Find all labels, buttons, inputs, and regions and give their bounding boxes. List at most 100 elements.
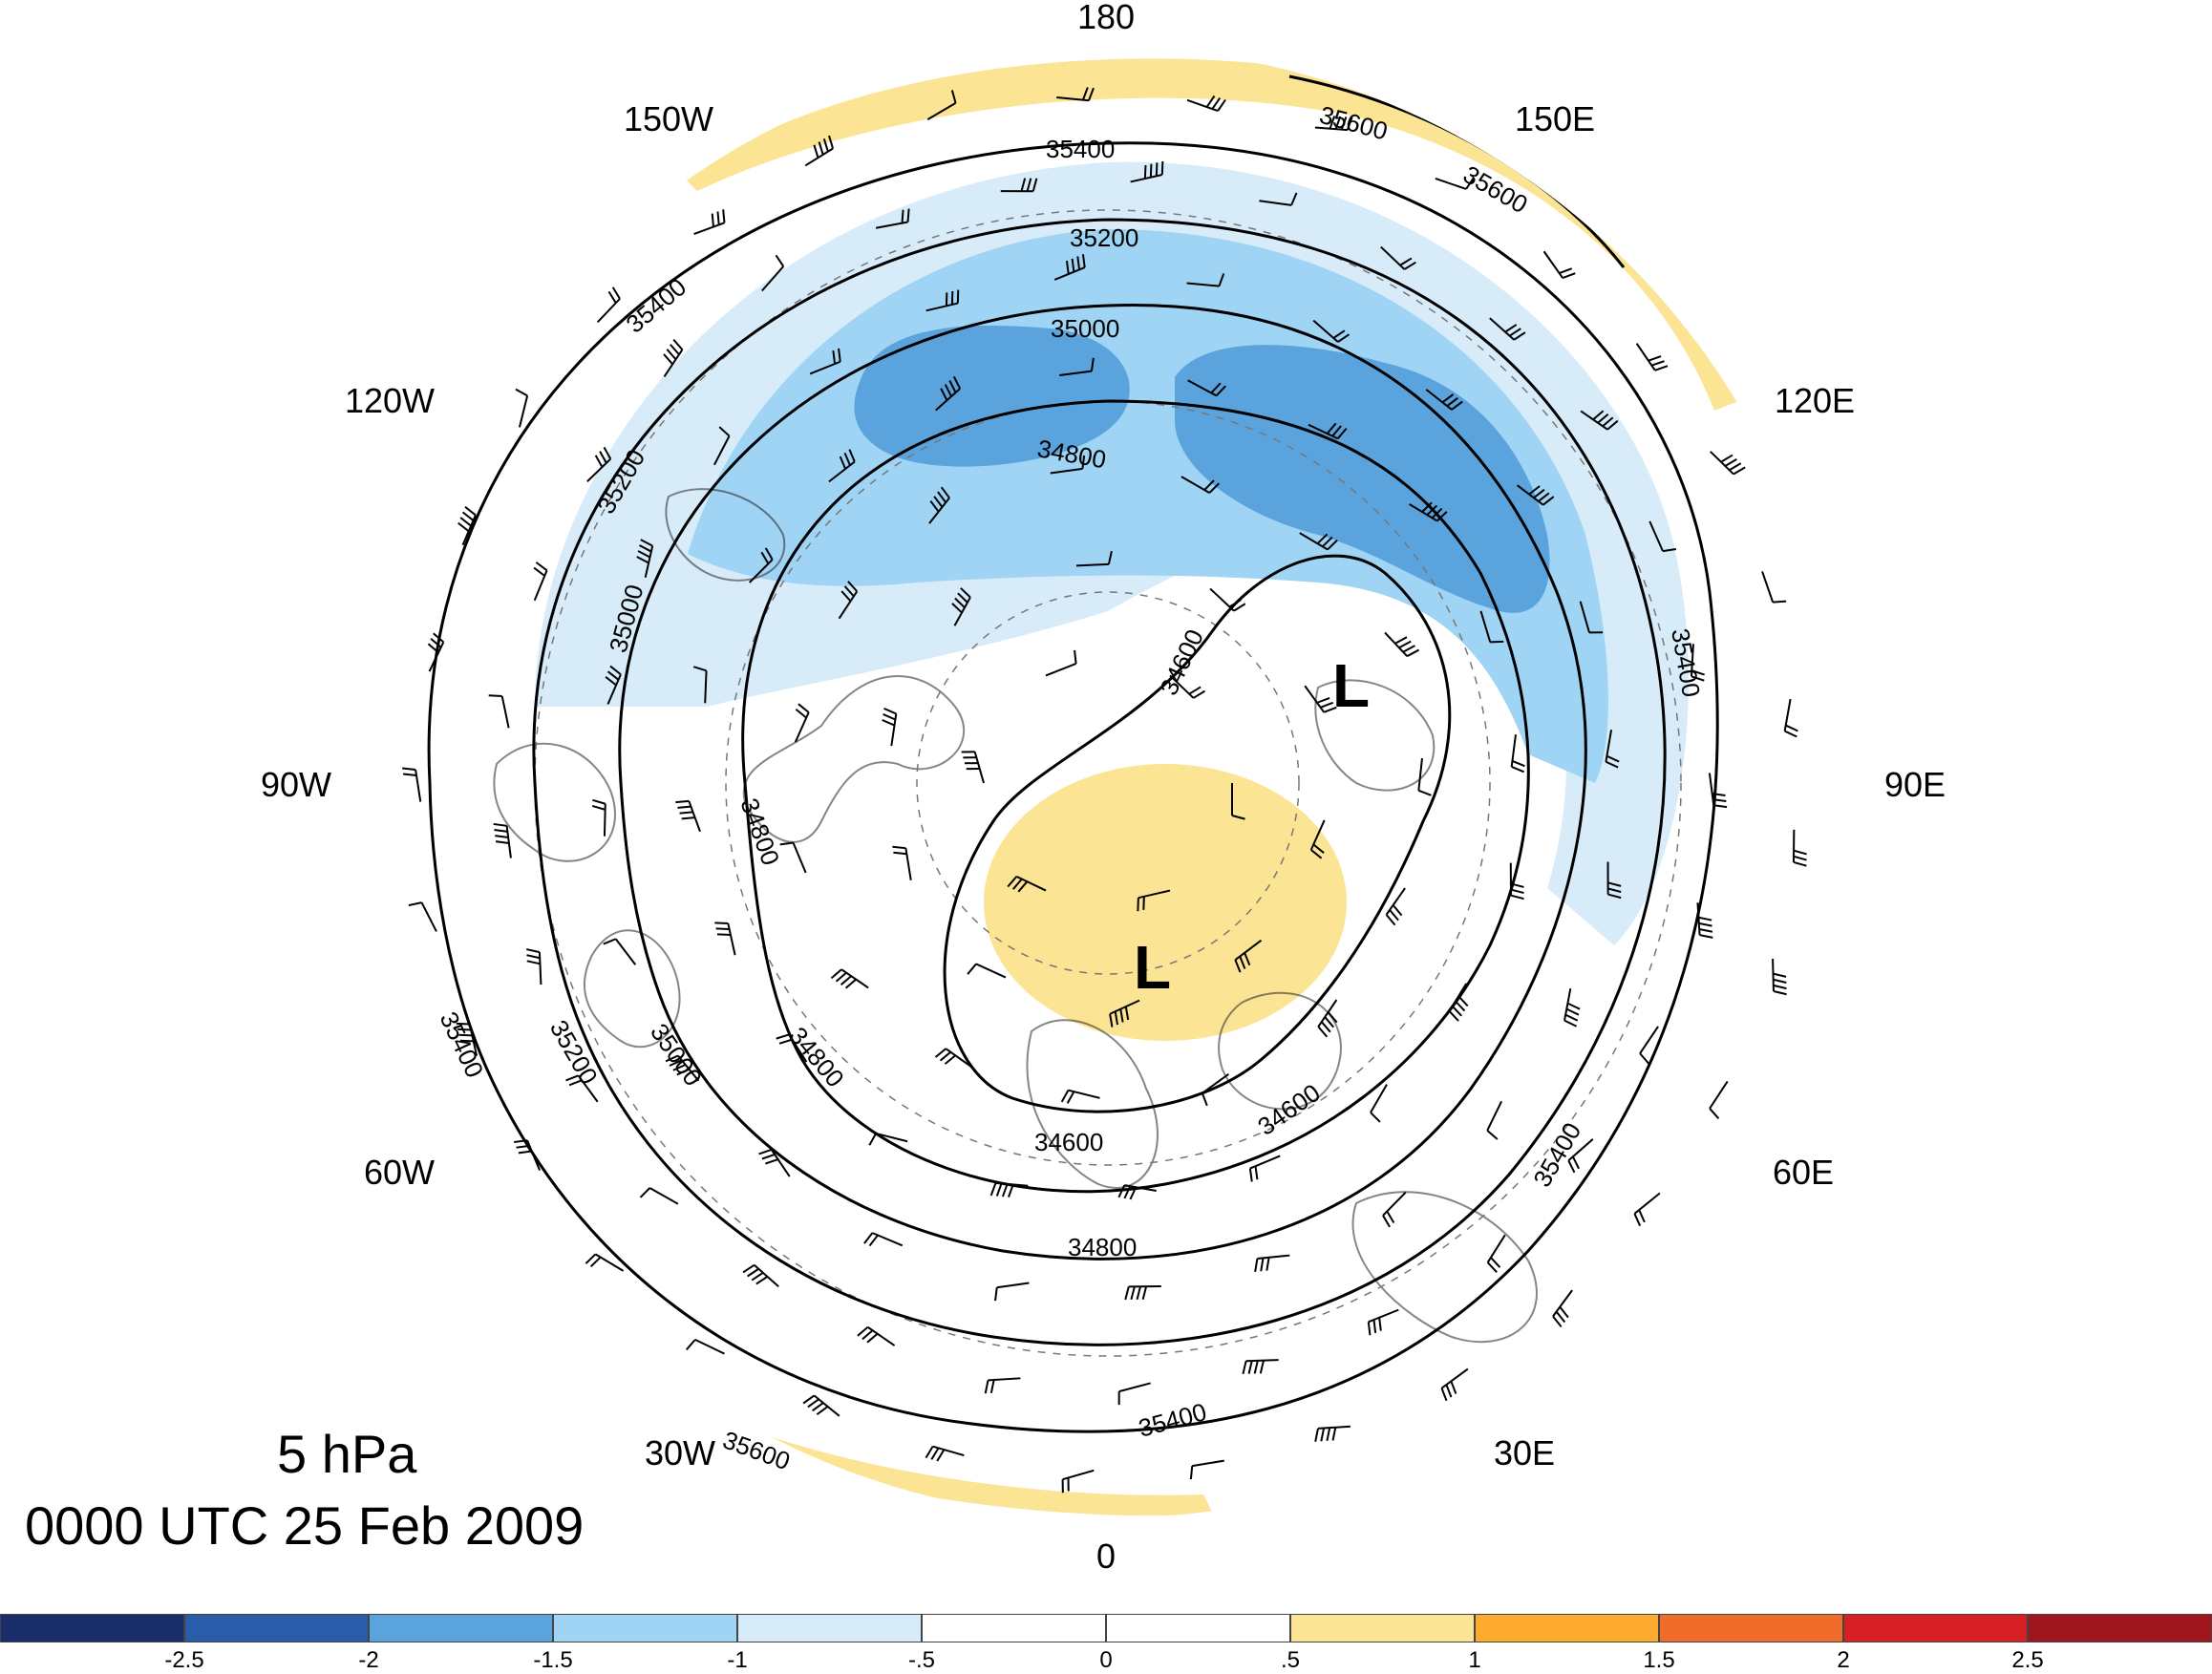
wind-barb-flag <box>1331 1427 1337 1441</box>
wind-barb-flag <box>716 933 731 936</box>
wind-barb-flag <box>984 1380 989 1394</box>
wind-barb-flag <box>1564 1013 1579 1022</box>
wind-barb-flag <box>1001 1183 1009 1197</box>
wind-barb-flag <box>1436 511 1448 522</box>
wind-barb-flag <box>1724 457 1737 467</box>
wind-barb-flag <box>1699 934 1713 939</box>
wind-barb-flag <box>1234 959 1242 973</box>
wind-barb-flag <box>995 1183 1003 1197</box>
wind-barb-flag <box>1504 324 1518 333</box>
wind-barb-flag <box>1314 1428 1319 1442</box>
colorbar-box <box>922 1614 1106 1642</box>
contour-label: 35000 <box>645 1018 708 1091</box>
wind-barb-flag <box>944 1054 956 1065</box>
wind-barb-flag <box>1324 1016 1335 1028</box>
lon-label-150w: 150W <box>623 99 714 138</box>
wind-barb-flag <box>1210 382 1222 394</box>
wind-barb <box>500 695 510 729</box>
wind-barb-flag <box>1189 1466 1194 1480</box>
wind-barb-flag <box>1698 928 1713 933</box>
wind-barb-flag <box>751 1271 764 1282</box>
wind-barb-flag <box>1032 178 1038 192</box>
wind-barb-flag <box>672 1064 687 1071</box>
wind-barb-flag <box>934 1048 946 1058</box>
contour-35000 <box>618 304 1587 1261</box>
wind-barb-flag <box>594 455 604 468</box>
wind-barb-flag <box>1382 1215 1391 1228</box>
wind-barb-flag <box>1340 117 1348 130</box>
wind-barb-flag <box>1592 410 1605 421</box>
wind-barb-flag <box>1259 1360 1265 1374</box>
wind-barb-flag <box>427 643 439 654</box>
wind-barb-flag <box>718 426 731 437</box>
wind-barb-flag <box>1602 416 1614 428</box>
wind-barb-flag <box>1533 488 1545 499</box>
lon-label-60w: 60W <box>363 1153 436 1192</box>
wind-barb-flag <box>669 1059 683 1067</box>
wind-barb-flag <box>1398 640 1412 649</box>
colorbar-tick-label: 1 <box>1468 1647 1481 1673</box>
wind-barb-flag <box>1528 485 1541 496</box>
wind-barb-flag <box>1773 990 1787 996</box>
wind-barb <box>1059 370 1093 376</box>
wind-barb-flag <box>1698 922 1712 927</box>
wind-barb-flag <box>765 1158 778 1165</box>
lon-label-180: 180 <box>1076 0 1136 36</box>
wind-barb <box>975 963 1007 979</box>
wind-barb-flag <box>526 948 541 954</box>
colorbar-box <box>1106 1614 1290 1642</box>
wind-barb-flag <box>747 1267 759 1278</box>
wind-barb-flag <box>1490 1257 1501 1268</box>
wind-barb-flag <box>1510 894 1524 901</box>
wind-barb <box>1259 200 1292 206</box>
wind-barb-flag <box>960 587 971 599</box>
wind-barb-flag <box>515 388 528 397</box>
wind-barb-flag <box>1510 888 1524 895</box>
contour-label: 35000 <box>1051 314 1119 343</box>
dark-blue-cell-left <box>854 325 1130 467</box>
wind-barb-flag <box>1511 766 1525 773</box>
wind-barb-flag <box>1336 427 1348 439</box>
lon-label-120w: 120W <box>344 381 436 420</box>
wind-barb-flag <box>1367 1322 1372 1336</box>
lon-label-90w: 90W <box>260 765 332 804</box>
wind-barb-flag <box>677 805 691 809</box>
wind-barb-flag <box>1370 1112 1381 1123</box>
wind-barb-flag <box>1323 706 1337 713</box>
wind-barb-flag <box>1455 1000 1466 1012</box>
wind-barb-flag <box>1088 87 1095 101</box>
wind-barb-flag <box>861 1329 874 1341</box>
wind-barb-flag <box>1203 479 1215 491</box>
wind-barb-flag <box>535 562 548 572</box>
wind-barb-flag <box>1448 1010 1459 1022</box>
wind-barb <box>1709 1080 1729 1110</box>
wind-barb-flag <box>868 1234 879 1247</box>
wind-barb-flag <box>1316 533 1329 544</box>
wind-barb-flag <box>714 922 729 925</box>
colorbar-tick-label: -.5 <box>907 1647 936 1673</box>
wind-barb-flag <box>832 350 837 365</box>
contour-label: 34600 <box>1252 1078 1325 1141</box>
wind-barb <box>1186 282 1220 287</box>
wind-barb-flag <box>1215 385 1226 397</box>
wind-barb-flag <box>812 1402 824 1412</box>
wind-barb-flag <box>1386 1210 1395 1224</box>
colorbar-box <box>1659 1614 1843 1642</box>
wind-barb <box>996 1282 1030 1289</box>
wind-barb-flag <box>882 719 895 727</box>
contour-35400 <box>427 141 1719 1433</box>
wind-barb-flag <box>493 822 507 827</box>
wind-barb-flag <box>533 566 545 577</box>
contour-35200 <box>532 218 1667 1346</box>
colorbar-box <box>1290 1614 1475 1642</box>
wind-barb-flag <box>1605 760 1619 769</box>
wind-barb-flag <box>722 209 726 223</box>
wind-barb-flag <box>802 1394 816 1405</box>
wind-barb-flag <box>1208 482 1220 494</box>
colorbar-tick-label: -2 <box>358 1647 379 1673</box>
wind-barb-flag <box>1205 95 1216 108</box>
wind-barb <box>1192 1459 1224 1468</box>
wind-barb-flag <box>1465 177 1475 190</box>
wind-barb-flag <box>807 1398 819 1409</box>
wind-barb-flag <box>1327 539 1338 551</box>
